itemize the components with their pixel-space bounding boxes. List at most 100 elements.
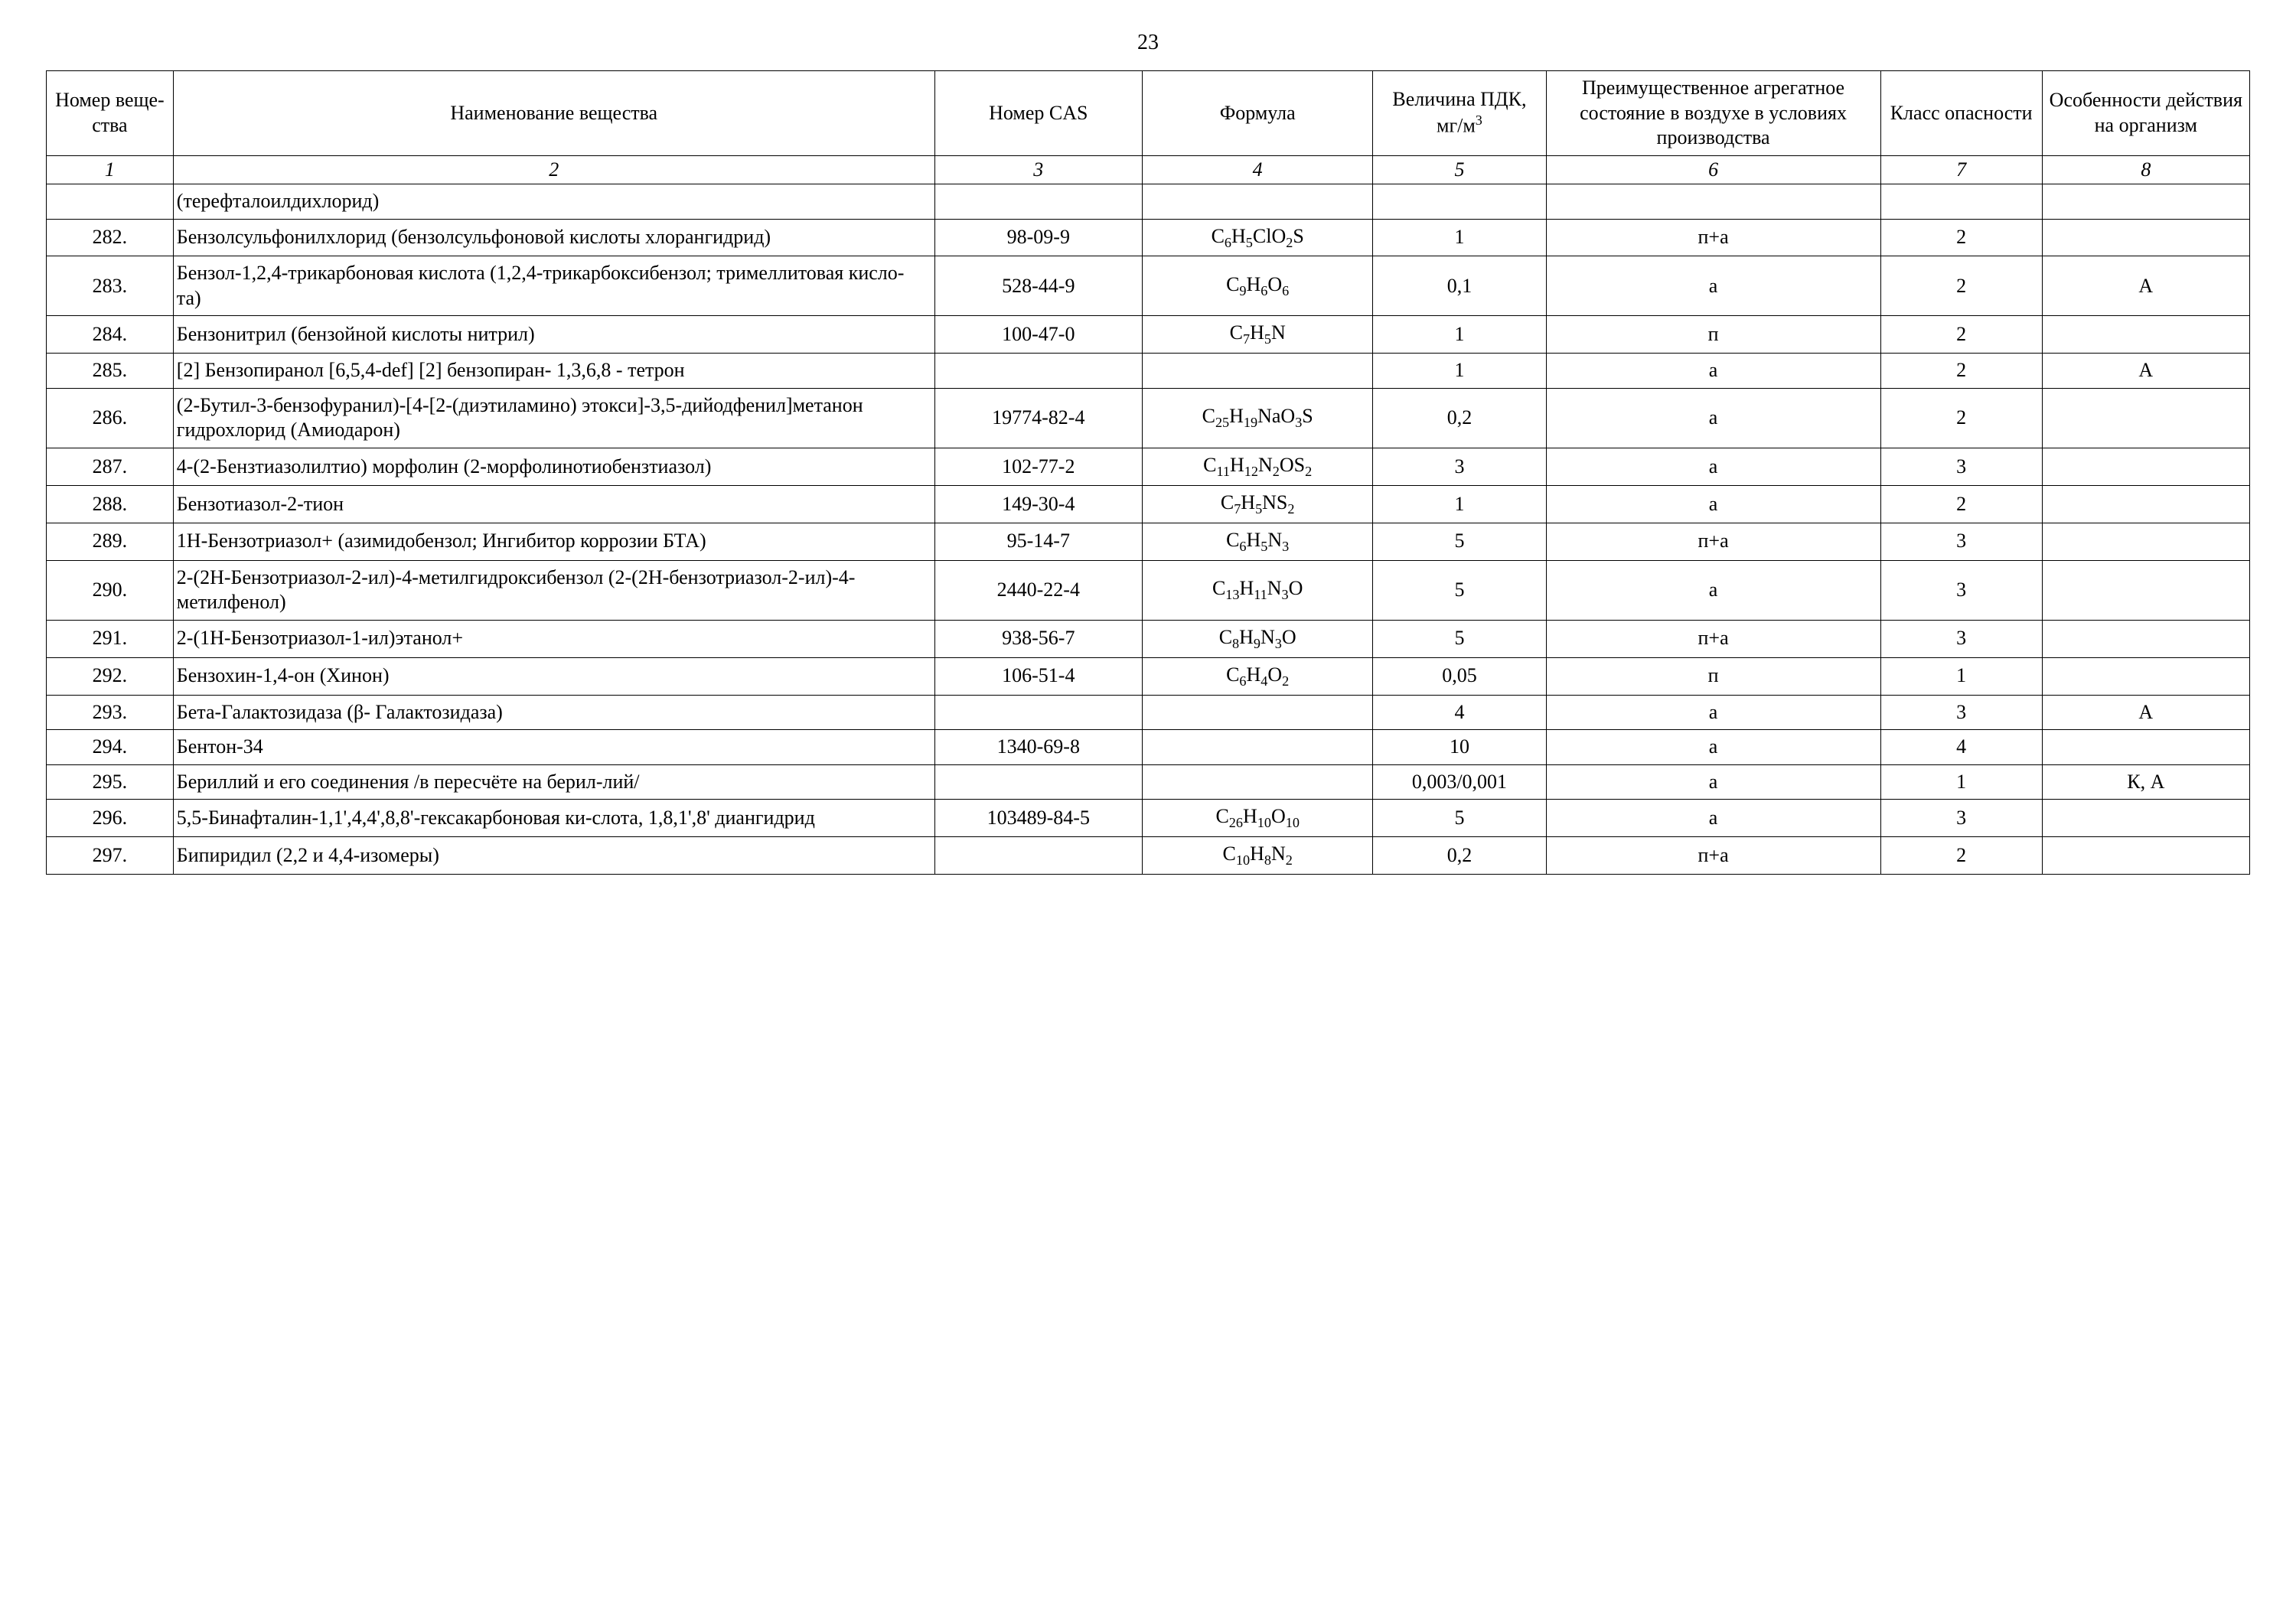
cell-name: Бензотиазол-2-тион xyxy=(173,485,934,523)
cell-cas: 100-47-0 xyxy=(934,316,1142,354)
idx-6: 6 xyxy=(1546,155,1880,184)
cell-formula: C6H5ClO2S xyxy=(1142,219,1372,256)
cell-state: а xyxy=(1546,354,1880,389)
cell-effect xyxy=(2042,837,2249,875)
cell-pdk: 5 xyxy=(1373,560,1546,620)
table-row: 288.Бензотиазол-2-тион149-30-4C7H5NS21а2 xyxy=(47,485,2250,523)
cell-class: 2 xyxy=(1880,219,2042,256)
cell-formula: C11H12N2OS2 xyxy=(1142,448,1372,485)
cell-formula: C6H5N3 xyxy=(1142,523,1372,560)
cell-pdk: 1 xyxy=(1373,354,1546,389)
cell-pdk: 5 xyxy=(1373,523,1546,560)
idx-8: 8 xyxy=(2042,155,2249,184)
table-row: 289.1Н-Бензотриазол+ (азимидобензол; Инг… xyxy=(47,523,2250,560)
idx-4: 4 xyxy=(1142,155,1372,184)
cell-effect xyxy=(2042,316,2249,354)
table-row: 295.Бериллий и его соединения /в пересчё… xyxy=(47,764,2250,800)
cell-state xyxy=(1546,184,1880,220)
cell-formula: C26H10O10 xyxy=(1142,800,1372,837)
cell-state: а xyxy=(1546,730,1880,765)
cell-formula xyxy=(1142,695,1372,730)
cell-name: 2-(1Н-Бензотриазол-1-ил)этанол+ xyxy=(173,620,934,657)
cell-num: 296. xyxy=(47,800,174,837)
cell-formula: C8H9N3O xyxy=(1142,620,1372,657)
cell-effect xyxy=(2042,560,2249,620)
cell-cas xyxy=(934,354,1142,389)
cell-num: 282. xyxy=(47,219,174,256)
cell-state: п+а xyxy=(1546,219,1880,256)
cell-name: Бензолсульфонилхлорид (бензолсульфоновой… xyxy=(173,219,934,256)
cell-formula: C9H6O6 xyxy=(1142,256,1372,316)
cell-pdk: 0,003/0,001 xyxy=(1373,764,1546,800)
cell-effect xyxy=(2042,388,2249,448)
cell-num: 295. xyxy=(47,764,174,800)
cell-formula: C13H11N3O xyxy=(1142,560,1372,620)
cell-cas xyxy=(934,837,1142,875)
page-number: 23 xyxy=(46,31,2250,55)
cell-name: Бипиридил (2,2 и 4,4-изомеры) xyxy=(173,837,934,875)
cell-cas: 98-09-9 xyxy=(934,219,1142,256)
cell-cas: 103489-84-5 xyxy=(934,800,1142,837)
cell-name: 2-(2Н-Бензотриазол-2-ил)-4-метилгидрокси… xyxy=(173,560,934,620)
cell-effect: А xyxy=(2042,695,2249,730)
cell-name: Бензол-1,2,4-трикарбоновая кислота (1,2,… xyxy=(173,256,934,316)
idx-2: 2 xyxy=(173,155,934,184)
header-formula: Формула xyxy=(1142,71,1372,156)
header-name: Наименование вещества xyxy=(173,71,934,156)
cell-name: 1Н-Бензотриазол+ (азимидобензол; Ингибит… xyxy=(173,523,934,560)
cell-num: 292. xyxy=(47,657,174,695)
cell-name: Бета-Галактозидаза (β- Галактозидаза) xyxy=(173,695,934,730)
header-row: Номер веще-ства Наименование вещества Но… xyxy=(47,71,2250,156)
table-row: 293.Бета-Галактозидаза (β- Галактозидаза… xyxy=(47,695,2250,730)
cell-class: 1 xyxy=(1880,764,2042,800)
cell-num: 291. xyxy=(47,620,174,657)
cell-name: 5,5-Бинафталин-1,1',4,4',8,8'-гексакарбо… xyxy=(173,800,934,837)
cell-formula: C7H5N xyxy=(1142,316,1372,354)
cell-num: 285. xyxy=(47,354,174,389)
cell-class: 3 xyxy=(1880,448,2042,485)
cell-pdk: 5 xyxy=(1373,800,1546,837)
cell-state: а xyxy=(1546,800,1880,837)
cell-state: а xyxy=(1546,485,1880,523)
cell-effect xyxy=(2042,730,2249,765)
cell-pdk: 1 xyxy=(1373,485,1546,523)
table-row: 294.Бентон-341340-69-810а4 xyxy=(47,730,2250,765)
cell-cas: 1340-69-8 xyxy=(934,730,1142,765)
cell-class: 2 xyxy=(1880,256,2042,316)
cell-state: п+а xyxy=(1546,523,1880,560)
header-effect: Особенности действия на организм xyxy=(2042,71,2249,156)
cell-state: а xyxy=(1546,695,1880,730)
cell-class: 2 xyxy=(1880,316,2042,354)
cell-formula xyxy=(1142,354,1372,389)
cell-effect xyxy=(2042,523,2249,560)
cell-effect: К, А xyxy=(2042,764,2249,800)
cell-state: а xyxy=(1546,560,1880,620)
cell-effect: А xyxy=(2042,256,2249,316)
cell-num: 283. xyxy=(47,256,174,316)
cell-pdk: 1 xyxy=(1373,316,1546,354)
cell-cas: 528-44-9 xyxy=(934,256,1142,316)
cell-pdk: 1 xyxy=(1373,219,1546,256)
table-row: 297.Бипиридил (2,2 и 4,4-изомеры)C10H8N2… xyxy=(47,837,2250,875)
cell-name: Бензонитрил (бензойной кислоты нитрил) xyxy=(173,316,934,354)
cell-cas: 938-56-7 xyxy=(934,620,1142,657)
cell-num: 286. xyxy=(47,388,174,448)
cell-class: 3 xyxy=(1880,800,2042,837)
cell-num: 293. xyxy=(47,695,174,730)
idx-1: 1 xyxy=(47,155,174,184)
cell-cas xyxy=(934,695,1142,730)
header-pdk: Величина ПДК, мг/м3 xyxy=(1373,71,1546,156)
cell-effect xyxy=(2042,485,2249,523)
cell-pdk: 0,05 xyxy=(1373,657,1546,695)
cell-num: 289. xyxy=(47,523,174,560)
cell-pdk xyxy=(1373,184,1546,220)
cell-cas: 102-77-2 xyxy=(934,448,1142,485)
cell-pdk: 0,1 xyxy=(1373,256,1546,316)
cell-cas: 2440-22-4 xyxy=(934,560,1142,620)
cell-class: 3 xyxy=(1880,560,2042,620)
cell-formula xyxy=(1142,730,1372,765)
cell-num: 290. xyxy=(47,560,174,620)
cell-class: 1 xyxy=(1880,657,2042,695)
cell-name: Бензохин-1,4-он (Хинон) xyxy=(173,657,934,695)
table-row: 290.2-(2Н-Бензотриазол-2-ил)-4-метилгидр… xyxy=(47,560,2250,620)
